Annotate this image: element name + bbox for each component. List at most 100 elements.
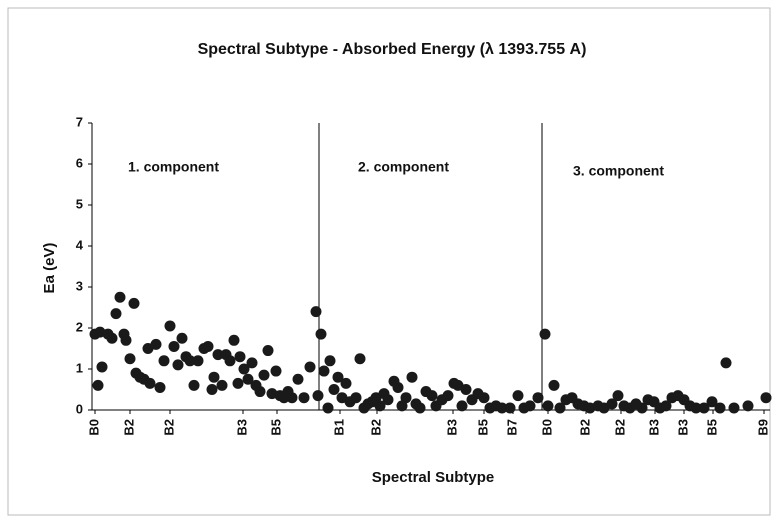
point (760, 392, 772, 404)
point (246, 357, 258, 369)
point (542, 400, 554, 412)
point (396, 400, 408, 412)
point (690, 402, 702, 414)
x-tick-label: B1 (331, 419, 346, 436)
point (188, 379, 200, 391)
point (106, 332, 118, 344)
point (504, 402, 516, 414)
point (304, 361, 316, 373)
point (168, 340, 180, 352)
point (512, 390, 524, 402)
point (312, 390, 324, 402)
x-tick-label: B5 (268, 419, 283, 436)
point (426, 390, 438, 402)
point (224, 355, 236, 367)
point (176, 332, 188, 344)
point (456, 400, 468, 412)
y-tick-label: 3 (76, 278, 83, 293)
point (315, 328, 327, 340)
point (242, 373, 254, 385)
point (202, 340, 214, 352)
point (442, 390, 454, 402)
component-label: 2. component (358, 159, 449, 175)
x-tick-label: B3 (646, 419, 661, 436)
point (124, 353, 136, 365)
point (392, 381, 404, 393)
point (478, 392, 490, 404)
point (322, 402, 334, 414)
x-tick-label: B7 (504, 419, 519, 436)
x-tick-label: B5 (704, 419, 719, 436)
x-tick-label: B9 (755, 419, 770, 436)
x-tick-label: B3 (444, 419, 459, 436)
x-tick-label: B2 (121, 419, 136, 436)
point (110, 308, 122, 320)
point (350, 392, 362, 404)
point (270, 365, 282, 377)
x-tick-label: B0 (86, 419, 101, 436)
point (532, 392, 544, 404)
point (524, 400, 536, 412)
point (496, 402, 508, 414)
point (254, 386, 266, 398)
point (216, 379, 228, 391)
component-label: 3. component (573, 163, 664, 179)
point (400, 392, 412, 404)
x-tick-label: B5 (475, 419, 490, 436)
point (382, 394, 394, 406)
point (128, 297, 140, 309)
chart-frame (7, 7, 771, 516)
point (298, 392, 310, 404)
point (548, 379, 560, 391)
x-tick-label: B0 (539, 419, 554, 436)
point (539, 328, 551, 340)
point (184, 355, 196, 367)
y-tick-label: 4 (76, 237, 84, 252)
point (742, 400, 754, 412)
point (698, 402, 710, 414)
point (354, 353, 366, 365)
point (324, 355, 336, 367)
point (144, 377, 156, 389)
x-tick-label: B3 (675, 419, 690, 436)
point (310, 306, 322, 318)
point (328, 384, 340, 395)
point (286, 392, 298, 404)
point (228, 334, 240, 346)
y-axis-label: Ea (eV) (41, 243, 58, 294)
point (636, 402, 648, 414)
point (150, 338, 162, 350)
point (554, 402, 566, 414)
point (262, 345, 274, 357)
y-tick-label: 5 (76, 196, 83, 211)
point (164, 320, 176, 332)
x-tick-label: B2 (161, 419, 176, 436)
x-axis-label: Spectral Subtype (372, 469, 495, 486)
point (406, 371, 418, 383)
component-label: 1. component (128, 159, 219, 175)
point (96, 361, 108, 373)
y-tick-label: 0 (76, 401, 83, 416)
point (92, 379, 104, 391)
point (192, 355, 204, 367)
point (212, 349, 224, 361)
chart-title: Spectral Subtype - Absorbed Energy (λ 13… (198, 41, 587, 58)
point (332, 371, 344, 383)
x-tick-label: B2 (577, 419, 592, 436)
point (232, 377, 244, 389)
point (258, 369, 270, 381)
point (208, 371, 220, 383)
point (114, 291, 126, 303)
y-tick-label: 2 (76, 319, 83, 334)
point (728, 402, 740, 414)
x-tick-label: B2 (368, 419, 383, 436)
point (374, 400, 386, 412)
point (706, 396, 718, 408)
point (158, 355, 170, 367)
point (660, 400, 672, 412)
point (154, 381, 166, 393)
point (318, 365, 330, 377)
point (292, 373, 304, 385)
y-tick-label: 6 (76, 155, 83, 170)
